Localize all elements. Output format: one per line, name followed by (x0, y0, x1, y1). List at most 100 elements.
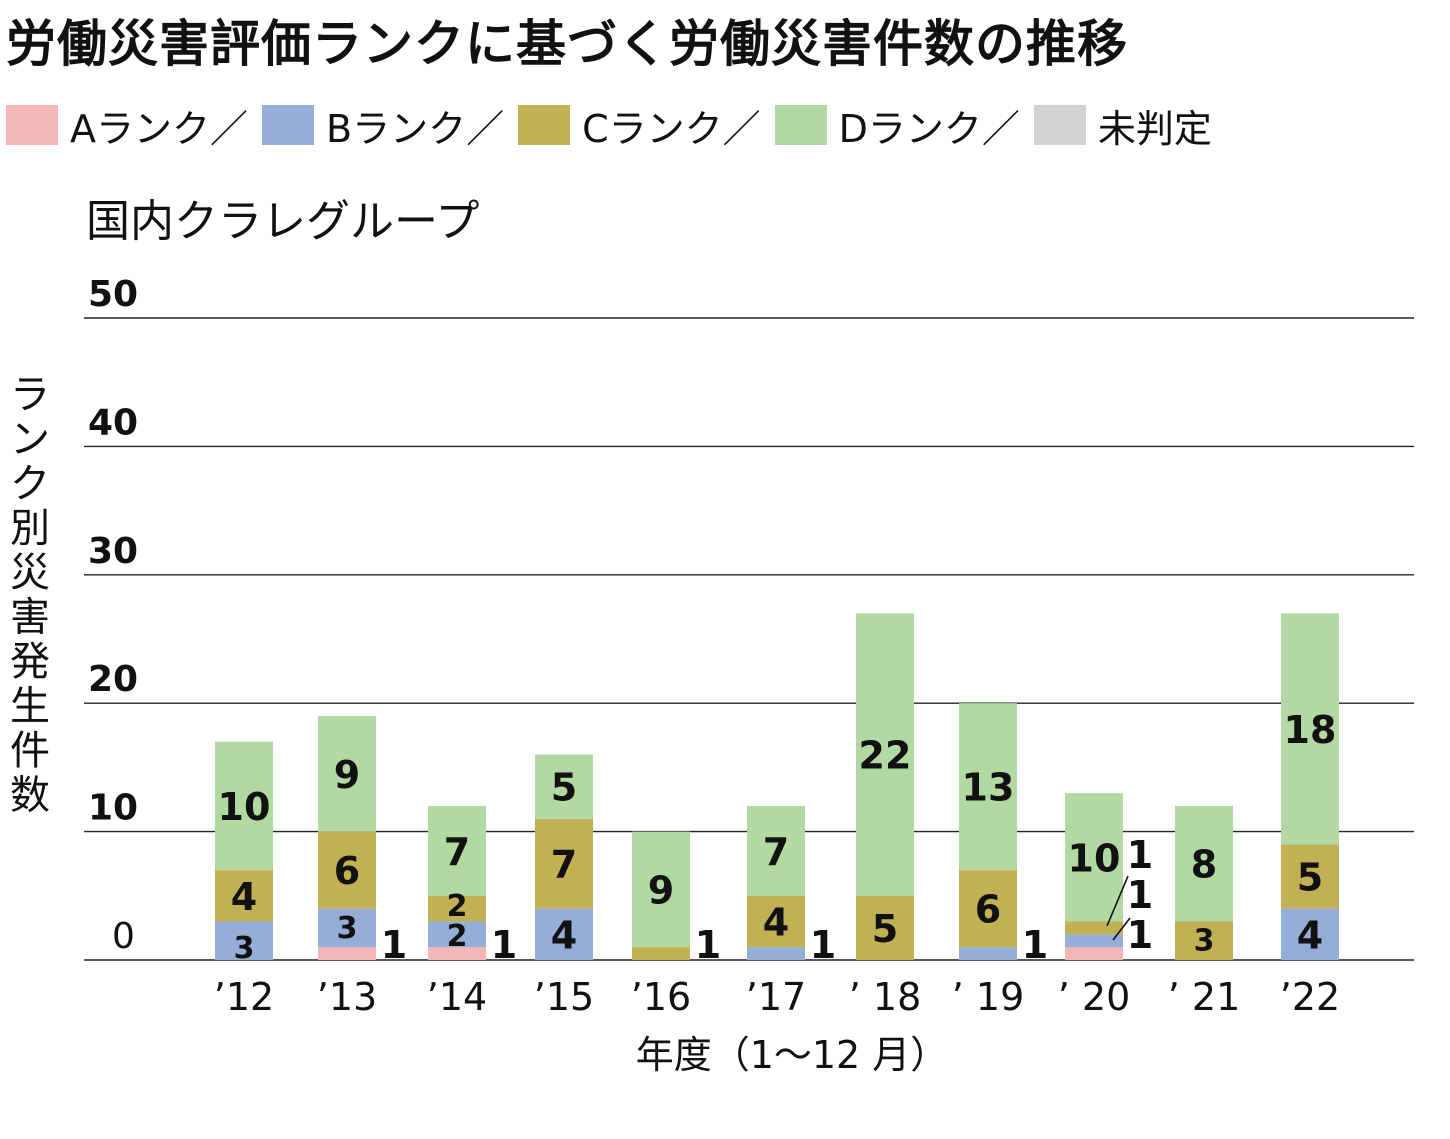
data-label: 2 (447, 889, 468, 924)
x-tick-label: ’22 (1280, 975, 1340, 1019)
bar-segment (1281, 844, 1339, 909)
bar-segment (318, 908, 376, 948)
legend-item: 未判定 (1033, 98, 1212, 153)
bar-segment (632, 831, 690, 948)
leader-line (1106, 875, 1129, 927)
leader-line (1112, 917, 1131, 941)
bar-segment (428, 947, 486, 960)
x-tick-label: ’12 (214, 975, 274, 1019)
data-label: 5 (872, 907, 898, 951)
data-label: 5 (551, 766, 577, 810)
data-label: 9 (648, 868, 674, 912)
bar-segment (632, 947, 690, 960)
bar-segment (856, 613, 914, 896)
y-axis-title: ランク別災害発生件数 (10, 372, 50, 819)
y-tick-label: 20 (88, 659, 138, 700)
x-tick-label: ’15 (534, 975, 594, 1019)
data-label: 1 (1127, 873, 1153, 917)
x-tick-label: ’ 21 (1168, 975, 1241, 1019)
y-tick-label: 0 (112, 916, 135, 957)
data-label: 6 (334, 849, 360, 893)
legend-label: Bランク／ (326, 106, 505, 151)
bar-segment (1175, 805, 1233, 922)
bar-segment (1175, 921, 1233, 960)
data-label: 10 (1068, 836, 1121, 880)
x-tick-label: ’16 (631, 975, 691, 1019)
data-label: 10 (218, 785, 271, 829)
data-label: 7 (444, 830, 470, 874)
data-label: 4 (551, 913, 577, 957)
y-tick-label: 50 (88, 274, 138, 315)
bar-segment (215, 741, 273, 871)
legend-item: Aランク／ (6, 98, 248, 153)
data-label: 5 (1297, 856, 1323, 900)
bar-segment (428, 895, 486, 922)
bar-segment (215, 921, 273, 960)
x-tick-label: ’ 18 (849, 975, 922, 1019)
legend: Aランク／ Bランク／ Cランク／ Dランク／ 未判定 (6, 98, 1226, 153)
bar-segment (1065, 793, 1123, 922)
data-label: 4 (763, 900, 789, 944)
bar-segment (856, 895, 914, 960)
data-label: 3 (1194, 924, 1215, 959)
bar-segment (747, 947, 805, 960)
bar-segment (959, 870, 1017, 948)
bar-segment (428, 805, 486, 896)
data-label: 1 (491, 923, 517, 967)
bar-segment (747, 805, 805, 896)
bar-segment (959, 703, 1017, 871)
data-label: 1 (810, 923, 836, 967)
data-label: 7 (763, 830, 789, 874)
y-tick-label: 30 (88, 531, 138, 572)
legend-label: Dランク／ (838, 106, 1020, 151)
bar-segment (747, 895, 805, 948)
data-label: 4 (1297, 913, 1323, 957)
bar-segment (318, 716, 376, 832)
data-label: 2 (447, 919, 468, 954)
data-label: 3 (234, 931, 255, 966)
data-label: 1 (1127, 913, 1153, 957)
bars (215, 613, 1339, 960)
chart-subtitle: 国内クラレグループ (86, 196, 479, 247)
bar-segment (1281, 908, 1339, 960)
y-tick-label: 40 (88, 402, 138, 443)
x-tick-label: ’14 (427, 975, 487, 1019)
data-label: 1 (1022, 923, 1048, 967)
x-tick-label: ’13 (317, 975, 377, 1019)
data-label: 13 (962, 766, 1015, 810)
legend-swatch (262, 105, 314, 145)
bar-segment (535, 754, 593, 819)
bar-segment (318, 947, 376, 960)
data-label: 1 (381, 923, 407, 967)
data-label: 1 (1127, 833, 1153, 877)
data-label: 22 (859, 734, 912, 778)
bar-segment (535, 908, 593, 960)
legend-item: Cランク／ (518, 98, 761, 153)
legend-item: Dランク／ (774, 98, 1020, 153)
legend-label: Cランク／ (582, 106, 761, 151)
legend-swatch (518, 105, 571, 145)
legend-label: Aランク／ (70, 106, 248, 151)
legend-label: 未判定 (1097, 106, 1212, 151)
bar-segment (1065, 934, 1123, 948)
bar-segment (428, 921, 486, 948)
x-tick-label: ’17 (746, 975, 806, 1019)
y-tick-label: 10 (88, 788, 138, 829)
bar-segment (215, 870, 273, 922)
data-label: 6 (975, 888, 1001, 932)
data-label: 18 (1284, 708, 1337, 752)
data-label: 4 (231, 875, 257, 919)
chart-title: 労働災害評価ランクに基づく労働災害件数の推移 (6, 15, 1128, 73)
bar-segment (1065, 921, 1123, 935)
x-tick-label: ’ 19 (952, 975, 1025, 1019)
legend-item: Bランク／ (262, 98, 504, 153)
data-label: 9 (334, 753, 360, 797)
bar-segment (535, 818, 593, 909)
bar-segment (318, 831, 376, 909)
data-label: 3 (337, 911, 358, 946)
bar-segment (1281, 613, 1339, 845)
legend-swatch (774, 105, 827, 145)
x-tick-label: ’ 20 (1058, 975, 1131, 1019)
axes: 国内クラレグループ 0 10 20 30 40 50 ’12 ’13 ’14 ’15 ’16 ’17 ’ … (10, 196, 1340, 1077)
